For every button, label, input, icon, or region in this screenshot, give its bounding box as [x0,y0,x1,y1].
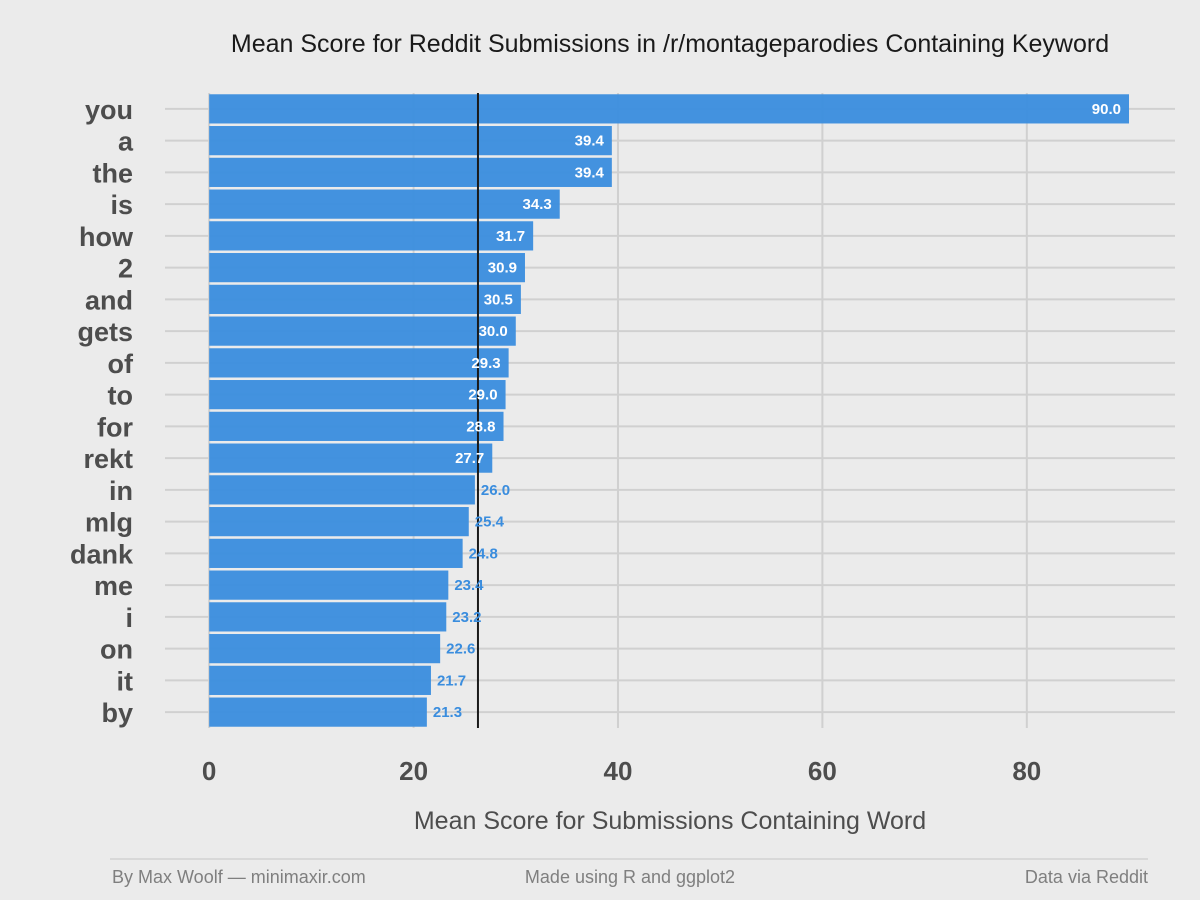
value-label-for: 28.8 [466,418,495,435]
x-tick-label: 20 [399,756,428,786]
value-label-is: 34.3 [523,196,552,213]
value-label-how: 31.7 [496,228,525,245]
chart-title: Mean Score for Reddit Submissions in /r/… [231,30,1109,58]
value-label-it: 21.7 [437,672,466,689]
value-label-in: 26.0 [481,482,510,499]
bar-of [209,348,509,378]
bar-mlg [209,507,469,537]
bar-rekt [209,443,493,473]
bar-you [209,94,1130,124]
category-label-it: it [117,666,134,696]
bar-a [209,126,612,156]
category-label-gets: gets [77,317,133,347]
bar-to [209,380,506,410]
category-label-and: and [85,285,133,315]
value-label-mlg: 25.4 [475,514,505,531]
bars [209,94,1130,727]
bar-2 [209,253,525,283]
bar-it [209,665,431,695]
value-label-i: 23.2 [452,609,481,626]
category-label-on: on [100,635,133,665]
grid-lines [165,93,1175,728]
bar-gets [209,316,516,346]
x-tick-label: 60 [808,756,837,786]
bar-in [209,475,475,505]
bar-for [209,411,504,441]
category-label-a: a [118,127,134,157]
category-label-is: is [110,190,133,220]
category-label-mlg: mlg [85,508,133,538]
footer-tools: Made using R and ggplot2 [525,867,735,887]
value-label-the: 39.4 [575,164,605,181]
value-label-gets: 30.0 [479,323,508,340]
category-label-by: by [101,698,133,728]
value-label-dank: 24.8 [469,545,498,562]
value-label-2: 30.9 [488,260,517,277]
category-label-to: to [108,381,133,411]
value-labels: 90.0 39.4 39.4 34.3 31.7 30.9 30.5 30.0 29.3 29.0… [433,101,1121,721]
footer-source: Data via Reddit [1025,867,1148,887]
x-tick-label: 80 [1012,756,1041,786]
category-label-rekt: rekt [83,444,133,474]
category-label-how: how [79,222,134,252]
value-label-me: 23.4 [454,577,484,594]
x-tick-label: 0 [202,756,216,786]
category-label-me: me [94,571,133,601]
category-label-2: 2 [118,254,133,284]
x-axis-ticks: 0 20 40 60 80 [202,756,1041,786]
bar-on [209,634,441,664]
x-tick-label: 40 [604,756,633,786]
bar-by [209,697,427,727]
value-label-to: 29.0 [468,387,497,404]
category-label-for: for [97,412,133,442]
value-label-of: 29.3 [471,355,500,372]
bar-dank [209,538,463,568]
bar-and [209,284,521,314]
bar-me [209,570,449,600]
category-label-in: in [109,476,133,506]
value-label-rekt: 27.7 [455,450,484,467]
footer-credit: By Max Woolf — minimaxir.com [112,867,366,887]
category-label-of: of [108,349,134,379]
bar-how [209,221,534,251]
bar-i [209,602,447,632]
x-axis-label: Mean Score for Submissions Containing Wo… [414,807,926,835]
value-label-and: 30.5 [484,291,513,308]
category-label-you: you [85,95,133,125]
bar-is [209,189,560,219]
value-label-you: 90.0 [1092,101,1121,118]
category-labels: youatheishow2andgetsoftoforrektinmlgdank… [70,95,134,728]
category-label-the: the [93,158,134,188]
value-label-by: 21.3 [433,704,462,721]
value-label-a: 39.4 [575,133,605,150]
category-label-dank: dank [70,539,134,569]
bar-the [209,157,612,187]
value-label-on: 22.6 [446,641,475,658]
category-label-i: i [125,603,133,633]
